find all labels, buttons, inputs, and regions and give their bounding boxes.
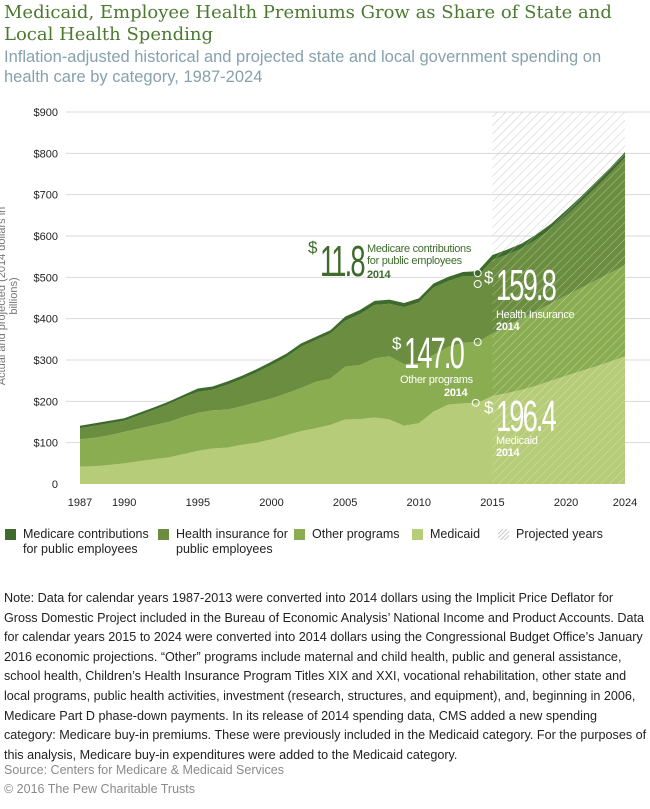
legend-label: Health insurance for public employees (176, 527, 288, 556)
legend-label: Projected years (516, 527, 603, 541)
legend-item-medicare: Medicare contributions for public employ… (5, 527, 155, 557)
legend-swatch (158, 529, 169, 540)
y-tick-label: $700 (34, 190, 58, 202)
annotation-label: Medicaid (496, 435, 538, 447)
annotation-label: Medicare contributions for public employ… (367, 243, 472, 267)
annotation-value: 196.4 (496, 392, 557, 441)
annotation-label: Other programs (400, 374, 473, 386)
y-tick-label: $600 (34, 231, 58, 243)
marker-other-2014 (473, 338, 482, 347)
x-tick-label: 1995 (186, 497, 210, 509)
marker-medicare-2014 (473, 269, 482, 278)
x-tick-label: 1990 (112, 497, 136, 509)
footnote: Note: Data for calendar years 1987-2013 … (4, 591, 647, 762)
annotation-dollar: $ (484, 398, 494, 417)
annotation-year: 2014 (496, 321, 520, 333)
legend-swatch (294, 529, 305, 540)
legend-swatch (5, 529, 16, 540)
stacked-area-chart: 0 $100 $200 $300 $400 $500 $600 $700 $800 $900 19… (34, 107, 650, 509)
y-tick-label: $200 (34, 396, 58, 408)
y-tick-label: $500 (34, 272, 58, 284)
annotation-dollar: $ (308, 238, 318, 257)
legend-item-medicaid: Medicaid (412, 527, 480, 542)
annotation-dollar: $ (392, 334, 402, 353)
x-tick-label: 2024 (613, 497, 637, 509)
x-tick-label: 2000 (259, 497, 283, 509)
annotation-year: 2014 (367, 269, 391, 281)
y-tick-label: 0 (52, 479, 58, 491)
y-tick-label: $900 (34, 107, 58, 119)
x-tick-label: 2005 (333, 497, 357, 509)
source-block: Source: Centers for Medicare & Medicaid … (4, 761, 284, 799)
annotation-value: 159.8 (496, 261, 557, 310)
legend-label: Other programs (312, 527, 400, 541)
annotation-label: Health Insurance (496, 309, 575, 321)
y-tick-label: $300 (34, 355, 58, 367)
y-tick-label: $400 (34, 314, 58, 326)
legend-item-health-insurance: Health insurance for public employees (158, 527, 293, 557)
legend-item-projected: Projected years (498, 527, 603, 542)
x-tick-label: 2010 (407, 497, 431, 509)
annotation-year: 2014 (444, 387, 468, 399)
y-axis-label: Actual and projected (2014 dollars in bi… (0, 206, 20, 386)
y-tick-label: $100 (34, 438, 58, 450)
annotation-value: 147.0 (404, 329, 465, 378)
x-tick-label: 2020 (554, 497, 578, 509)
annotation-value: 11.8 (320, 237, 366, 286)
chart-subtitle: Inflation-adjusted historical and projec… (4, 48, 602, 86)
annotation-dollar: $ (484, 268, 494, 287)
legend-label: Medicare contributions for public employ… (23, 527, 149, 556)
copyright-text: © 2016 The Pew Charitable Trusts (4, 782, 196, 796)
area-medicaid (80, 356, 625, 484)
legend-item-other: Other programs (294, 527, 400, 542)
annotation-year: 2014 (496, 447, 520, 459)
chart-title: Medicaid, Employee Health Premiums Grow … (4, 2, 612, 45)
legend-swatch (412, 529, 423, 540)
source-text: Source: Centers for Medicare & Medicaid … (4, 763, 284, 777)
x-tick-label: 1987 (68, 497, 92, 509)
area-other-programs (80, 265, 625, 467)
y-tick-label: $800 (34, 148, 58, 160)
legend-label: Medicaid (430, 527, 481, 541)
marker-health-insurance-2014 (473, 280, 482, 289)
hatch-swatch-icon (498, 529, 509, 540)
x-tick-label: 2015 (480, 497, 504, 509)
marker-medicaid-2014 (471, 398, 480, 407)
